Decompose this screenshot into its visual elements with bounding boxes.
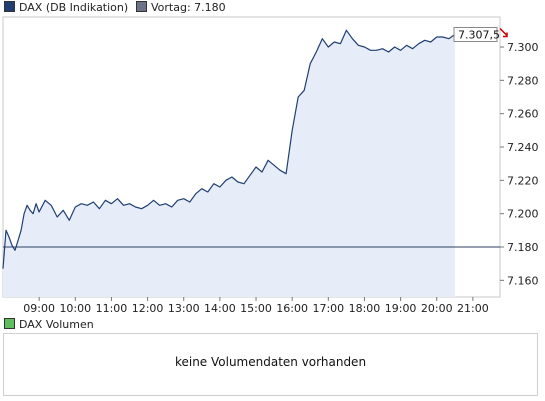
y-tick-label: 7.240 [507,141,539,154]
x-tick-label: 20:00 [421,302,453,315]
legend-dax: DAX (DB Indikation) [4,1,128,15]
x-tick-label: 10:00 [59,302,91,315]
legend-previous-close-label: Vortag: 7.180 [151,1,226,14]
volume-empty-message: keine Volumendaten vorhanden [174,355,367,369]
down-arrow-icon [499,27,508,38]
last-value-box [453,27,498,42]
x-tick-label: 09:00 [23,302,55,315]
plot-area [2,16,501,298]
x-tick-label: 19:00 [385,302,417,315]
legend-previous-close-swatch [136,1,147,12]
legend-previous-close: Vortag: 7.180 [136,1,226,15]
series-line [2,29,456,269]
y-tick-label: 7.260 [507,108,539,121]
legend-dax-swatch [4,1,15,12]
series-area [3,30,455,298]
x-tick-label: 18:00 [349,302,381,315]
y-tick-label: 7.160 [507,274,539,287]
price-chart: 7.160 7.180 7.200 7.220 7.240 7.260 7.280 7.300… [2,16,539,315]
volume-panel: keine Volumendaten vorhanden [3,333,538,396]
x-axis: 09:00 10:00 11:00 12:00 13:00 14:00 15:00 16:00… [23,297,489,315]
x-tick-label: 21:00 [457,302,489,315]
x-tick-label: 15:00 [240,302,272,315]
x-tick-label: 17:00 [312,302,344,315]
legend-dax-label: DAX (DB Indikation) [19,1,129,14]
y-tick-label: 7.280 [507,74,539,87]
y-tick-label: 7.220 [507,174,539,187]
y-tick-label: 7.300 [507,41,539,54]
y-tick-label: 7.200 [507,208,539,221]
legend-volume: DAX Volumen [4,318,94,332]
last-value-marker: 7.307,5 [453,27,508,42]
legend-volume-label: DAX Volumen [19,318,94,331]
y-tick-label: 7.180 [507,241,539,254]
x-tick-label: 11:00 [96,302,128,315]
x-tick-label: 14:00 [204,302,236,315]
x-tick-label: 12:00 [132,302,164,315]
legend-volume-swatch [4,318,15,329]
x-tick-label: 13:00 [168,302,200,315]
y-axis: 7.160 7.180 7.200 7.220 7.240 7.260 7.280 7.300 [500,41,539,287]
x-tick-label: 16:00 [276,302,308,315]
last-value-label: 7.307,5 [458,29,500,42]
